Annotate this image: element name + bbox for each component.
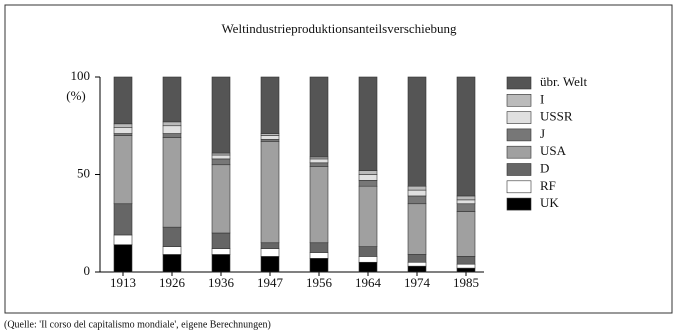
legend-label: USA (540, 143, 567, 158)
bar-segment (407, 185, 427, 191)
bar-segment (407, 76, 427, 187)
source-note: (Quelle: 'Il corso del capitalismo mondi… (4, 319, 271, 330)
legend-label: RF (540, 178, 556, 193)
bar-segment (407, 265, 427, 273)
bar-segment (309, 252, 329, 259)
bar-segment (456, 263, 476, 269)
bar-segment (407, 203, 427, 255)
legend-swatch (506, 128, 532, 142)
y-tick-label: 100 (71, 68, 91, 83)
bar-segment (260, 242, 280, 249)
x-tick-label: 1926 (159, 275, 186, 290)
bar-segment (358, 170, 378, 175)
x-tick-label: 1985 (453, 275, 479, 290)
bar-segment (113, 203, 133, 236)
bar-segment (358, 180, 378, 187)
bar-segment (162, 226, 182, 247)
bar-segment (162, 133, 182, 138)
bar-segment (456, 211, 476, 257)
legend-swatch (506, 94, 532, 107)
bar-segment (162, 137, 182, 228)
bar-segment (407, 261, 427, 267)
bar-segment (162, 254, 182, 273)
legend-label: USSR (540, 109, 573, 124)
bar-segment (358, 261, 378, 273)
legend-swatch (506, 111, 532, 124)
bar-segment (260, 248, 280, 257)
x-tick-label: 1956 (306, 275, 333, 290)
legend-swatch (506, 163, 532, 176)
x-tick-label: 1947 (257, 275, 284, 290)
bar-segment (113, 127, 133, 134)
bar-segment (407, 189, 427, 197)
legend-swatch (506, 197, 532, 211)
x-tick-label: 1913 (110, 275, 136, 290)
bar-segment (211, 248, 231, 255)
bar-segment (358, 256, 378, 263)
bar-segment (211, 164, 231, 234)
frame (4, 4, 673, 314)
bar-segment (211, 254, 231, 273)
bar-segment (309, 242, 329, 253)
legend-swatch (506, 145, 532, 159)
bar-segment (162, 125, 182, 134)
legend-label: D (540, 160, 549, 175)
bar-segment (113, 76, 133, 125)
legend-swatch (506, 180, 532, 194)
bar-segment (309, 76, 329, 158)
bar-segment (407, 195, 427, 205)
bar-segment (113, 234, 133, 245)
legend-label: übr. Welt (540, 74, 587, 89)
bar-segment (358, 246, 378, 257)
bar-segment (407, 254, 427, 263)
bar-segment (211, 232, 231, 249)
bar-segment (260, 76, 280, 134)
x-tick-label: 1974 (404, 275, 431, 290)
x-tick-label: 1936 (208, 275, 235, 290)
bar-segment (162, 246, 182, 255)
bar-segment (456, 256, 476, 265)
bar-segment (358, 174, 378, 181)
legend-label: UK (540, 195, 559, 210)
bar-segment (113, 244, 133, 273)
y-axis-label: (%) (66, 88, 86, 103)
bar-segment (211, 158, 231, 166)
bar-segment (211, 76, 231, 154)
bar-segment (456, 195, 476, 201)
bar-segment (309, 258, 329, 273)
bar-segment (309, 162, 329, 168)
bar-segment (309, 158, 329, 164)
legend-swatch (506, 76, 532, 90)
bar-segment (260, 141, 280, 244)
bar-segment (309, 166, 329, 244)
bar-segment (260, 256, 280, 273)
y-tick-label: 50 (77, 165, 90, 180)
bar-segment (456, 267, 476, 273)
y-tick-label: 0 (84, 263, 91, 278)
bar-segment (358, 76, 378, 171)
bar-segment (162, 76, 182, 123)
bar-segment (162, 121, 182, 127)
chart-title: Weltindustrieproduktionsanteilsverschieb… (221, 21, 457, 36)
bar-segment (211, 154, 231, 160)
bar-segment (113, 135, 133, 205)
legend-label: J (540, 126, 545, 141)
bar-segment (456, 76, 476, 197)
bar-segment (260, 135, 280, 140)
bar-segment (358, 185, 378, 247)
bar-segment (113, 123, 133, 129)
legend-label: I (540, 91, 544, 106)
bar-segment (456, 203, 476, 212)
x-tick-label: 1964 (355, 275, 382, 290)
bar-segment (456, 199, 476, 205)
